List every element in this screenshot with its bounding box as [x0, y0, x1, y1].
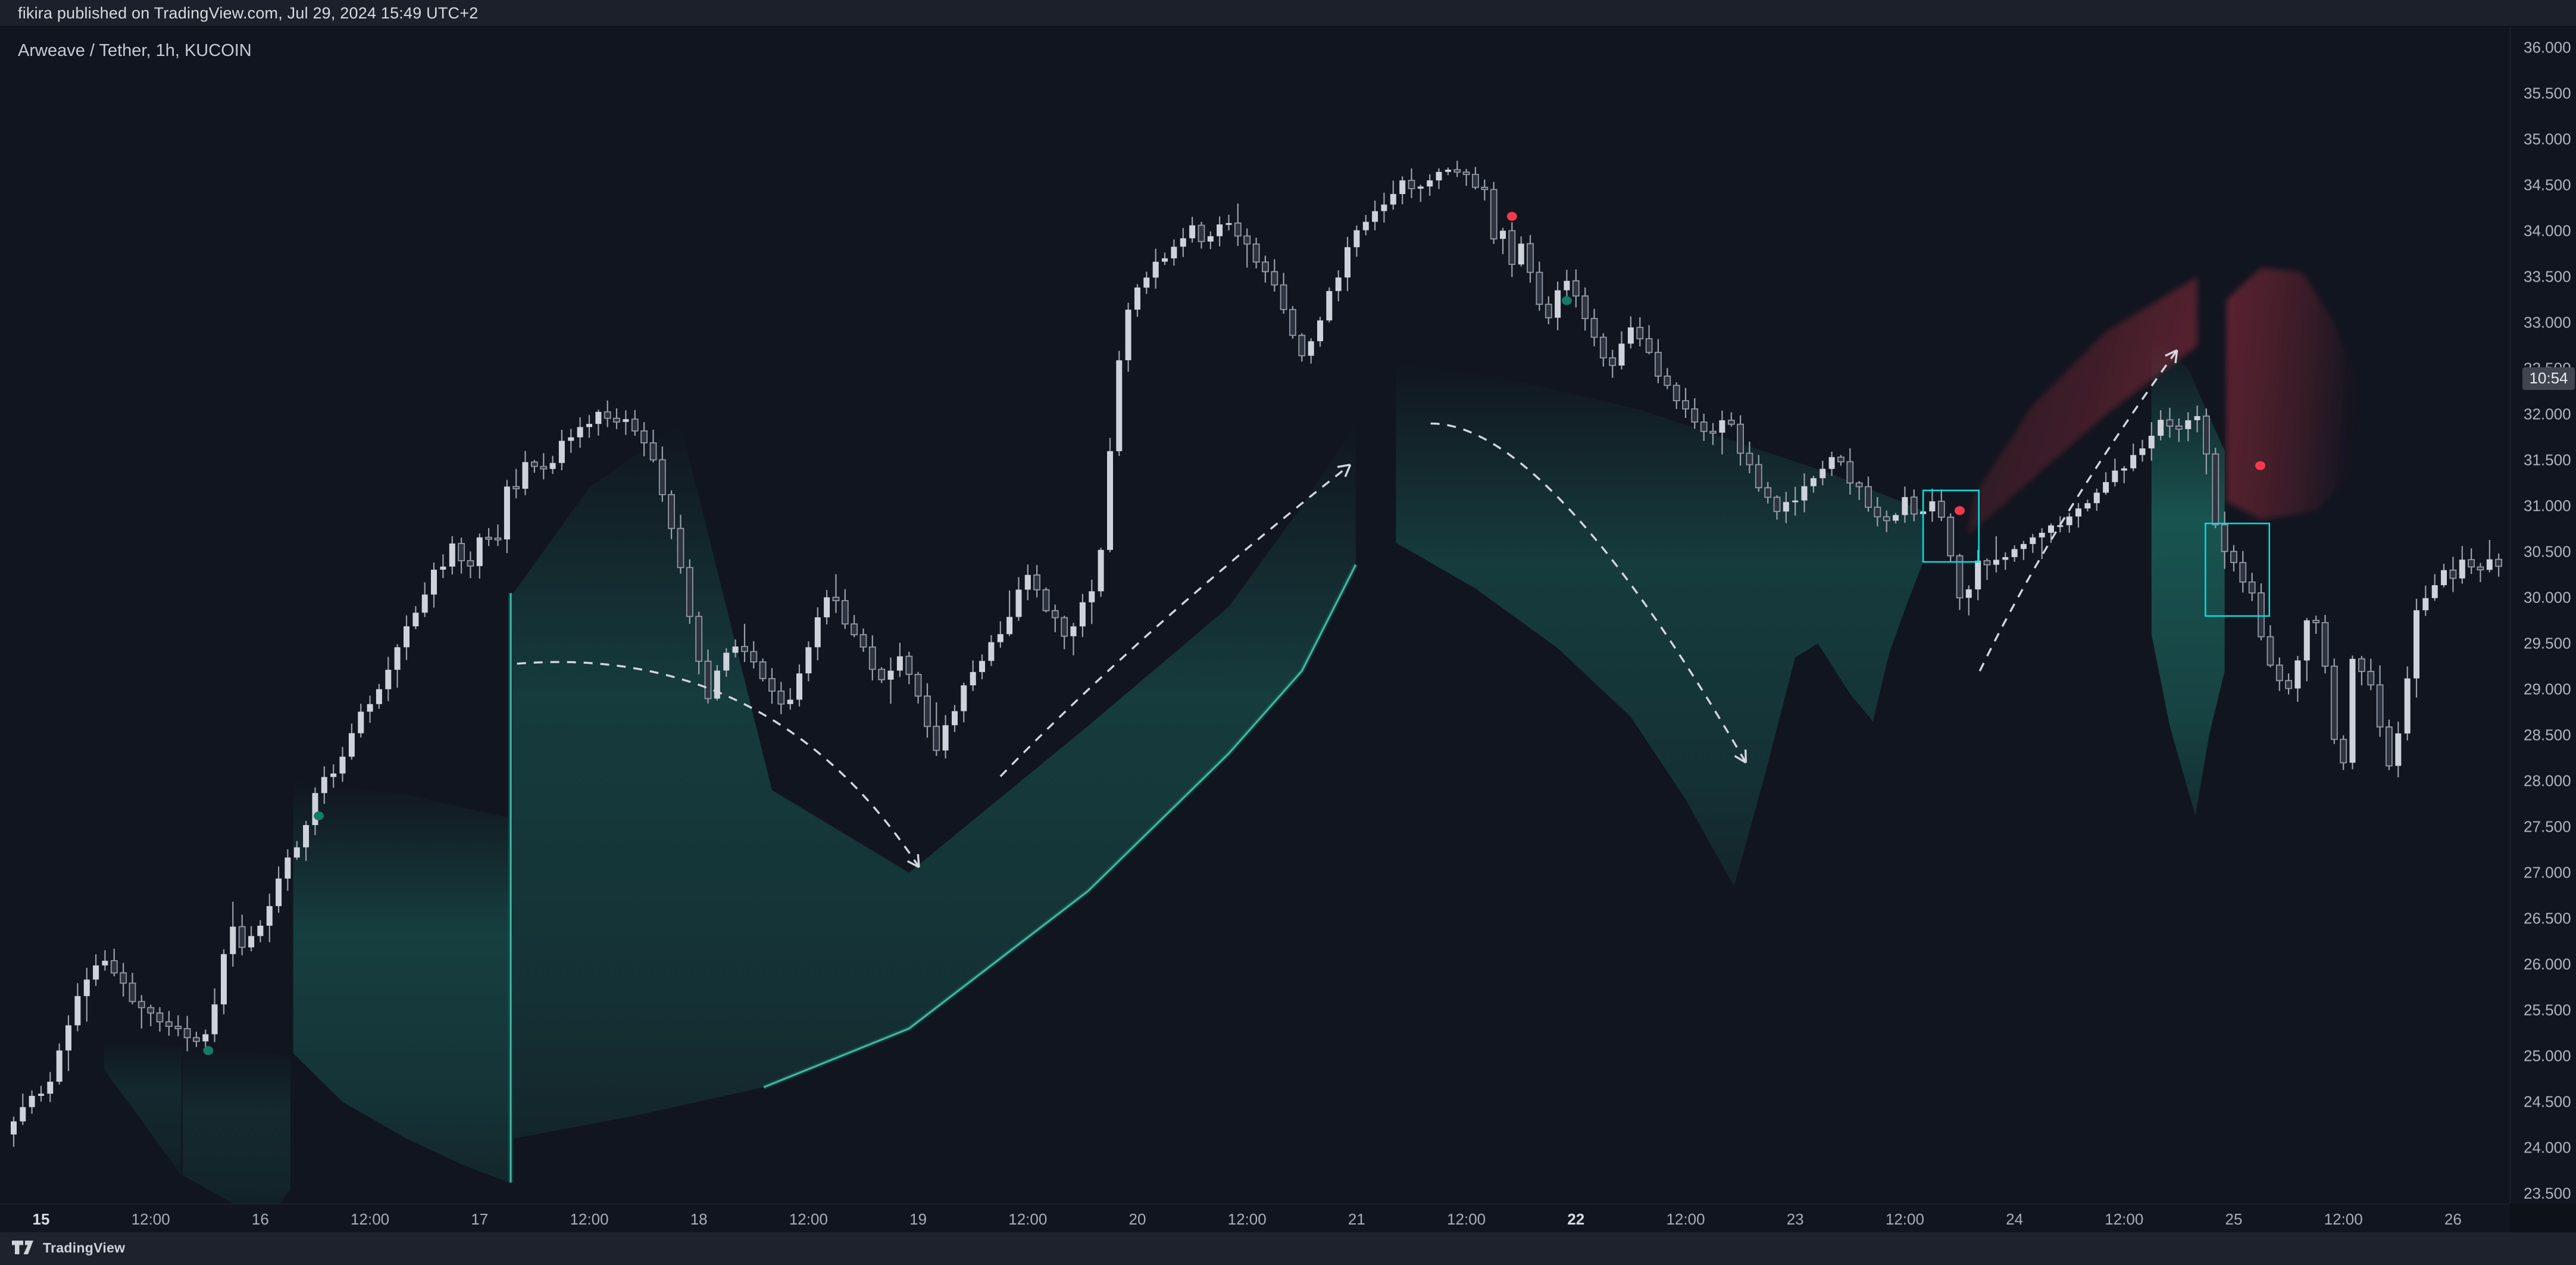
- price-tick-label: 33.000: [2524, 313, 2571, 332]
- demand-plume-5: [1396, 364, 1924, 887]
- time-tick-label: 12:00: [1447, 1210, 1486, 1228]
- tradingview-logo-icon: [12, 1241, 33, 1254]
- time-tick-label: 12:00: [131, 1210, 170, 1228]
- price-tick-label: 32.000: [2524, 405, 2571, 423]
- demand-plume-2: [182, 1047, 291, 1204]
- time-tick-label: 12:00: [1666, 1210, 1705, 1228]
- footer-bar: TradingView: [0, 1232, 2576, 1265]
- time-tick-label: 15: [32, 1210, 50, 1228]
- price-axis[interactable]: 36.000 35.500 35.000 34.500 34.000 33.500 33.0…: [2510, 27, 2576, 1204]
- time-tick-label: 12:00: [570, 1210, 609, 1228]
- chart-title: Arweave / Tether, 1h, KUCOIN: [18, 41, 252, 60]
- candlestick-series: [11, 161, 2502, 1147]
- entry-box-1: [1922, 489, 1980, 563]
- time-tick-label: 12:00: [2105, 1210, 2144, 1228]
- price-tick-label: 24.500: [2524, 1092, 2571, 1111]
- demand-plume-3: [293, 781, 509, 1183]
- time-tick-label: 17: [471, 1210, 489, 1228]
- demand-plume-6: [2151, 336, 2225, 816]
- tradingview-brand-link[interactable]: TradingView: [11, 1239, 125, 1257]
- time-tick-label: 21: [1348, 1210, 1365, 1228]
- tradingview-brand-text: TradingView: [43, 1239, 126, 1255]
- projection-arrow-up-1: [999, 464, 1351, 777]
- price-tick-label: 26.500: [2524, 909, 2571, 927]
- projection-arrow-up-1-head: [1344, 464, 1352, 477]
- down-candle-bodies: [110, 169, 2502, 1042]
- bullish-dot: [314, 811, 324, 820]
- price-tick-label: 35.000: [2524, 130, 2571, 148]
- published-bar: fikira published on TradingView.com, Jul…: [0, 0, 2576, 27]
- price-tick-label: 29.500: [2524, 634, 2571, 652]
- time-tick-label: 22: [1567, 1210, 1585, 1228]
- demand-zone-plumes: [104, 336, 2225, 1204]
- price-tick-label: 23.500: [2524, 1184, 2571, 1202]
- projection-arrow-down-1-head: [906, 860, 920, 869]
- time-tick-label: 12:00: [2324, 1210, 2363, 1228]
- time-tick-label: 26: [2444, 1210, 2462, 1228]
- price-tick-label: 31.000: [2524, 496, 2571, 515]
- time-tick-label: 19: [909, 1210, 927, 1228]
- bearish-dot: [1955, 506, 1965, 516]
- entry-boxes: [1922, 489, 2271, 617]
- time-tick-label: 23: [1786, 1210, 1804, 1228]
- supply-curtain: [2226, 267, 2366, 520]
- projection-arrow-up-2-head: [2174, 349, 2178, 364]
- time-tick-label: 18: [690, 1210, 708, 1228]
- price-tick-label: 30.500: [2524, 542, 2571, 561]
- price-tick-label: 28.500: [2524, 726, 2571, 744]
- bearish-dot: [1506, 211, 1517, 221]
- time-tick-label: 12:00: [1885, 1210, 1924, 1228]
- projection-arrow-up-2-head: [2165, 349, 2178, 357]
- demand-plume-1: [104, 1038, 182, 1176]
- supply-zone-shapes: [1967, 267, 2366, 536]
- projection-arrow-down-2: [1430, 422, 1747, 764]
- projection-arrows: [517, 349, 2178, 869]
- bullish-dot: [203, 1046, 214, 1055]
- projection-arrow-down-1: [517, 661, 920, 868]
- chart-pane[interactable]: Arweave / Tether, 1h, KUCOIN: [0, 27, 2576, 1204]
- price-tick-label: 27.500: [2524, 817, 2571, 836]
- price-tick-label: 33.500: [2524, 267, 2571, 286]
- time-tick-label: 24: [2006, 1210, 2024, 1228]
- demand-plume-4: [513, 423, 1356, 1139]
- price-tick-label: 24.000: [2524, 1138, 2571, 1157]
- projection-arrow-up-2: [1978, 349, 2178, 671]
- time-tick-label: 12:00: [789, 1210, 828, 1228]
- price-tick-label: 29.000: [2524, 680, 2571, 698]
- price-chart-canvas[interactable]: [0, 27, 2510, 1204]
- projection-arrow-up-1-head: [1337, 464, 1350, 468]
- entry-box-2: [2205, 523, 2271, 617]
- time-tick-label: 16: [251, 1210, 269, 1228]
- time-tick-label: 12:00: [351, 1210, 390, 1228]
- time-tick-label: 12:00: [1227, 1210, 1267, 1228]
- time-axis[interactable]: 15 12:00 16 12:00 17 12:00 18 12:00 19 12:00 20 12:…: [0, 1204, 2510, 1233]
- price-tick-label: 35.500: [2524, 84, 2571, 102]
- price-tick-label: 25.000: [2524, 1047, 2571, 1065]
- price-tick-label: 36.000: [2524, 38, 2571, 57]
- price-tick-label: 30.000: [2524, 588, 2571, 607]
- price-tick-label: 34.500: [2524, 176, 2571, 194]
- bullish-dot: [1561, 296, 1572, 305]
- time-tick-label: 12:00: [1008, 1210, 1048, 1228]
- price-tick-label: 25.500: [2524, 1001, 2571, 1019]
- projection-arrow-down-2-head: [1734, 755, 1747, 764]
- price-tick-label: 27.000: [2524, 863, 2571, 882]
- price-tick-label: 28.000: [2524, 772, 2571, 790]
- time-tick-label: 25: [2225, 1210, 2243, 1228]
- price-tick-label: 26.000: [2524, 955, 2571, 973]
- time-tick-label: 20: [1128, 1210, 1146, 1228]
- bearish-dot: [2255, 461, 2265, 470]
- plume-ridge-line: [763, 564, 1357, 1088]
- signal-dots: [203, 211, 2265, 1055]
- published-text: fikira published on TradingView.com, Jul…: [18, 4, 479, 22]
- bar-countdown-label: 10:54: [2522, 367, 2575, 390]
- plume-edge-lines: [508, 563, 1358, 1183]
- projection-arrow-down-1-head: [917, 854, 920, 867]
- supply-ribbon: [1967, 277, 2197, 536]
- price-tick-label: 31.500: [2524, 451, 2571, 469]
- price-tick-label: 34.000: [2524, 221, 2571, 240]
